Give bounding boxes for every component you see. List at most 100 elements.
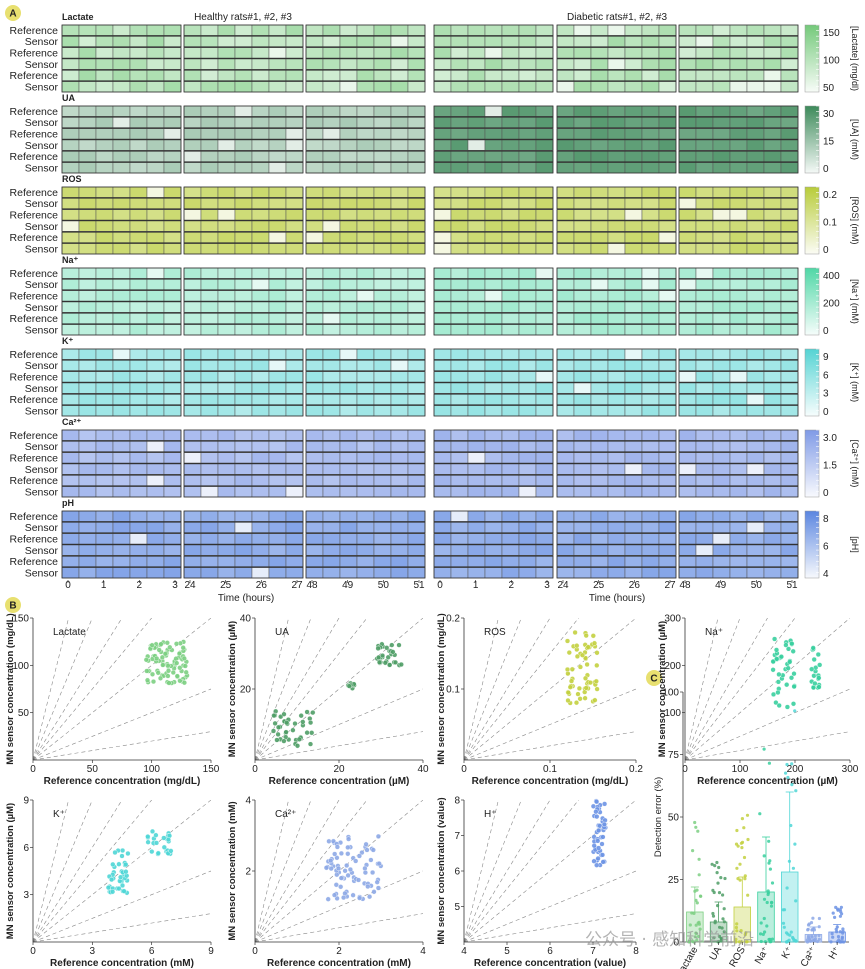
heatmap-cell [61, 243, 80, 255]
data-point [838, 914, 843, 918]
x-tick-label: 4 [461, 946, 467, 957]
heatmap-cell [129, 405, 148, 417]
heatmap-cell [61, 47, 80, 59]
data-point [735, 866, 739, 870]
data-point [165, 662, 171, 669]
heatmap-cell [678, 35, 697, 48]
heatmap-segment-frame [433, 150, 554, 163]
heatmap-cell [658, 209, 677, 221]
heatmap-cell [450, 128, 469, 140]
heatmap-cell [217, 486, 236, 498]
data-point [125, 850, 131, 857]
heatmap-cell [163, 290, 182, 302]
data-point [698, 894, 703, 898]
heatmap-cell [467, 533, 486, 545]
heatmap-cell [322, 312, 341, 325]
guide-line [464, 870, 636, 942]
heatmap-cell [450, 533, 469, 545]
heatmap-cell [573, 452, 592, 464]
heatmap-segment-frame [556, 139, 677, 151]
heatmap-cell [712, 162, 731, 174]
heatmap-cell [467, 197, 486, 210]
data-point [275, 724, 282, 730]
heatmap-segment-frame [305, 186, 426, 199]
heatmap-cell [61, 128, 80, 140]
heatmap-cell [322, 533, 341, 545]
heatmap-segment-frame [433, 312, 554, 325]
data-point [717, 891, 722, 895]
heatmap-cell [641, 348, 660, 360]
heatmap-cell [61, 393, 80, 406]
data-point [794, 939, 798, 943]
heatmap-cell [678, 116, 697, 129]
heatmap-cell [746, 69, 765, 82]
heatmap-cell [339, 243, 358, 255]
heatmap-cell [780, 105, 799, 117]
data-point [119, 847, 126, 854]
heatmap-cell [129, 440, 148, 453]
heatmap-cell [217, 58, 236, 70]
heatmap-cell [217, 359, 236, 372]
heatmap-cell [678, 555, 697, 568]
heatmap-cell [590, 301, 609, 313]
heatmap-cell [217, 290, 236, 302]
heatmap-cell [285, 69, 304, 82]
heatmap-cell [763, 544, 782, 556]
data-point [342, 868, 348, 874]
data-point [816, 684, 822, 690]
heatmap-cell [112, 405, 131, 417]
heatmap-cell [433, 105, 452, 117]
heatmap-cell [217, 521, 236, 534]
heatmap-cell [61, 486, 80, 498]
heatmap-cell [305, 452, 324, 464]
heatmap-cell [407, 359, 426, 372]
heatmap-segment-frame [678, 197, 799, 210]
data-point [735, 929, 739, 933]
heatmap-cell [450, 243, 469, 255]
data-point [165, 668, 172, 674]
data-point [308, 719, 314, 726]
heatmap-cell [535, 359, 554, 372]
heatmap-cell [217, 301, 236, 313]
data-point [599, 841, 605, 847]
data-point [368, 857, 374, 863]
heatmap-cell [305, 382, 324, 394]
heatmap-cell [234, 243, 253, 255]
heatmap-cell [200, 47, 219, 59]
heatmap-cell [234, 150, 253, 163]
heatmap-segment-frame [61, 69, 182, 82]
heatmap-cell [763, 382, 782, 394]
heatmap-cell [322, 105, 341, 117]
heatmap-cell [285, 440, 304, 453]
heatmap-cell [112, 440, 131, 453]
heatmap-cell [112, 81, 131, 93]
heatmap-cell [484, 301, 503, 313]
heatmap-cell [183, 150, 202, 163]
heatmap-cell [129, 128, 148, 140]
y-tick-label: 0.2 [446, 614, 460, 625]
heatmap-segment-frame [433, 521, 554, 534]
colorbar-tick-label: 6 [823, 542, 829, 553]
heatmap-cell [501, 324, 520, 336]
heatmap-cell [390, 567, 409, 579]
y-tick-label: 6 [23, 843, 29, 854]
heatmap-cell [501, 209, 520, 221]
heatmap-segment-frame [61, 555, 182, 568]
heatmap-cell [268, 301, 287, 313]
heatmap-cell [285, 533, 304, 545]
heatmap-cell [746, 220, 765, 232]
heatmap-cell [217, 231, 236, 244]
heatmap-cell [390, 555, 409, 568]
heatmap-cell [501, 486, 520, 498]
heatmap-cell [535, 278, 554, 291]
heatmap-cell [641, 474, 660, 487]
heatmap-cell [339, 521, 358, 534]
data-point [309, 730, 315, 736]
heatmap-cell [450, 267, 469, 279]
heatmap-cell [78, 35, 97, 48]
heatmap-cell [78, 128, 97, 140]
heatmap-cell [356, 220, 375, 232]
heatmap-cell [729, 47, 748, 59]
heatmap-cell [624, 231, 643, 244]
